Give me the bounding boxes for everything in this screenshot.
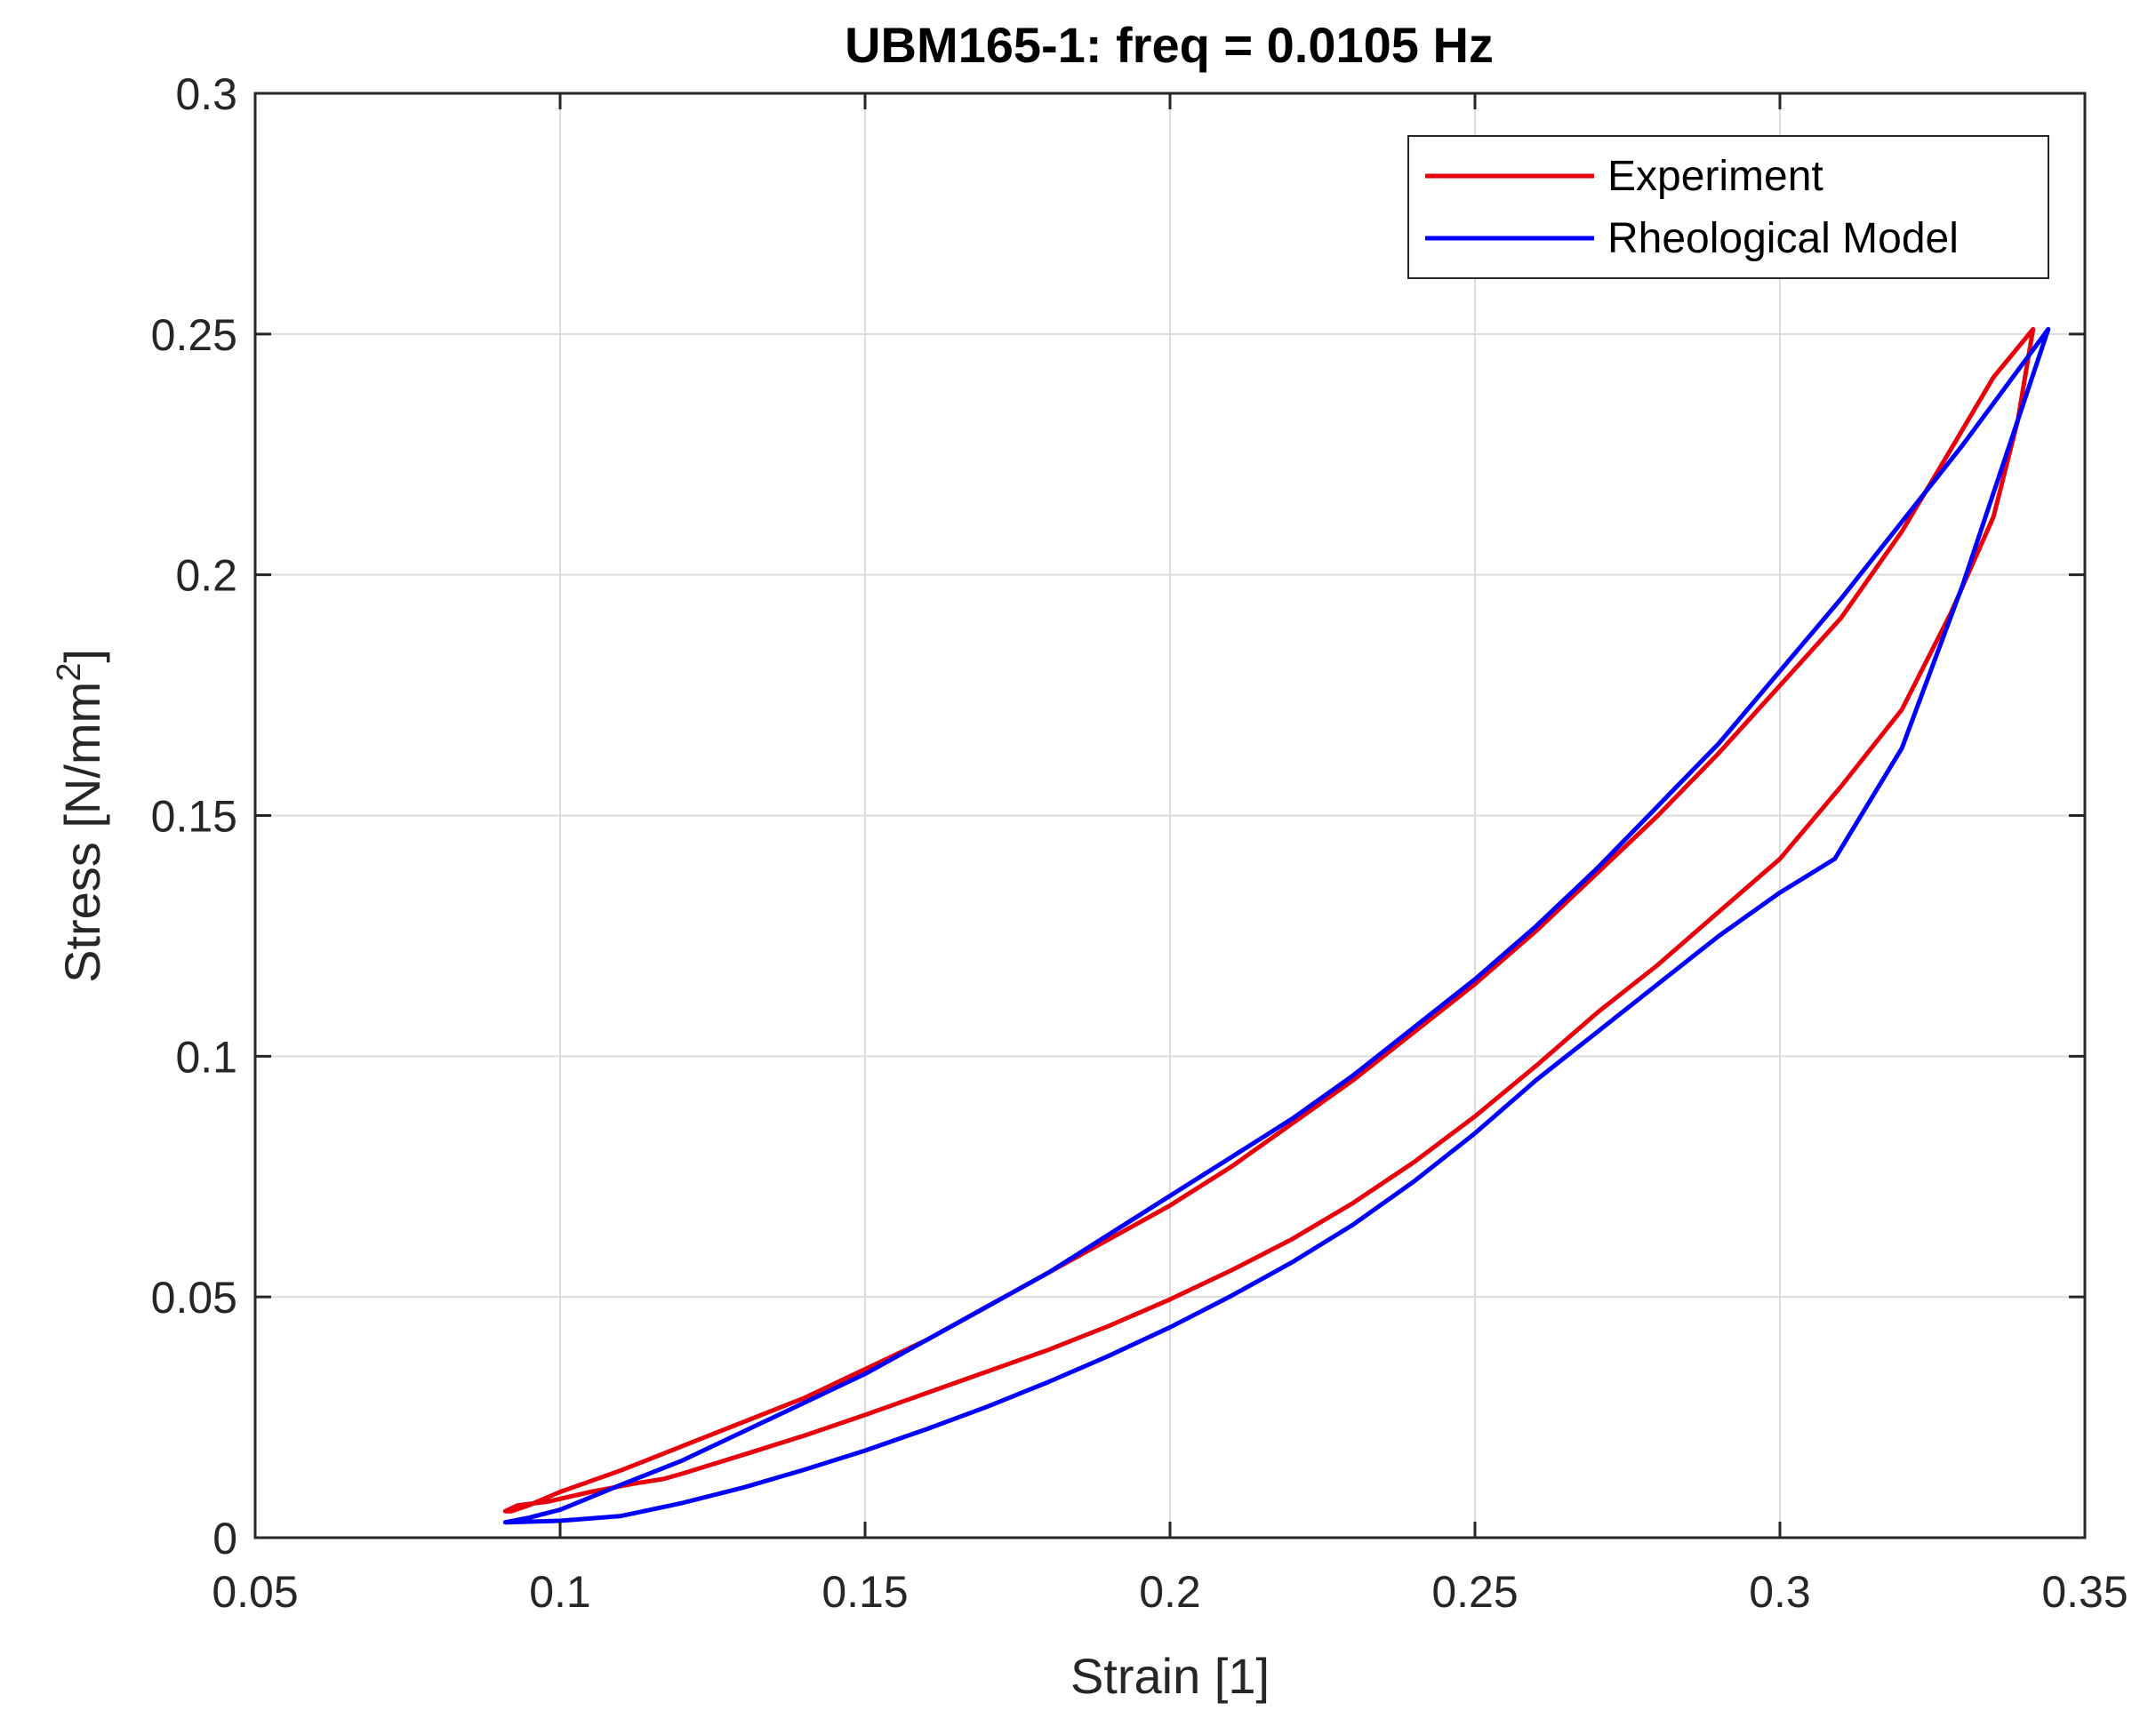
y-tick-label: 0.1 <box>175 1032 237 1082</box>
x-tick-label: 0.2 <box>1139 1567 1201 1617</box>
y-axis-label: Stress [N/mm2] <box>51 649 110 983</box>
axis-ticks: 0.05 0.1 0.15 0.2 0.25 0.3 0.3500.050.10.150.2… <box>151 69 2128 1617</box>
y-axis-label-main: Stress [N/mm <box>54 682 110 983</box>
y-tick-label: 0.15 <box>151 792 237 842</box>
x-tick-label: 0.15 <box>822 1567 908 1617</box>
x-tick-label: 0.05 <box>212 1567 298 1617</box>
legend-label-rheological-model: Rheological Model <box>1607 215 1959 262</box>
y-tick-label: 0.25 <box>151 310 237 360</box>
y-axis-label-end: ] <box>54 649 110 663</box>
legend-label-experiment: Experiment <box>1607 153 1823 200</box>
y-tick-label: 0.2 <box>175 551 237 601</box>
x-tick-label: 0.35 <box>2041 1567 2128 1617</box>
x-tick-label: 0.1 <box>529 1567 591 1617</box>
y-tick-label: 0 <box>212 1514 237 1563</box>
rheological-model-curve <box>502 326 2051 1525</box>
x-tick-label: 0.25 <box>1431 1567 1518 1617</box>
x-tick-label: 0.3 <box>1749 1567 1811 1617</box>
legend: Experiment Rheological Model <box>1407 135 2049 279</box>
y-tick-label: 0.05 <box>151 1273 237 1323</box>
y-tick-label: 0.3 <box>175 69 237 119</box>
experiment-curve <box>502 326 2036 1514</box>
x-axis-label: Strain [1] <box>1070 1648 1270 1704</box>
legend-box <box>1407 135 2049 279</box>
plot-lines <box>502 326 2051 1525</box>
chart-title: UBM165-1: freq = 0.0105 Hz <box>845 17 1494 73</box>
y-axis-label-superscript: 2 <box>51 663 88 682</box>
